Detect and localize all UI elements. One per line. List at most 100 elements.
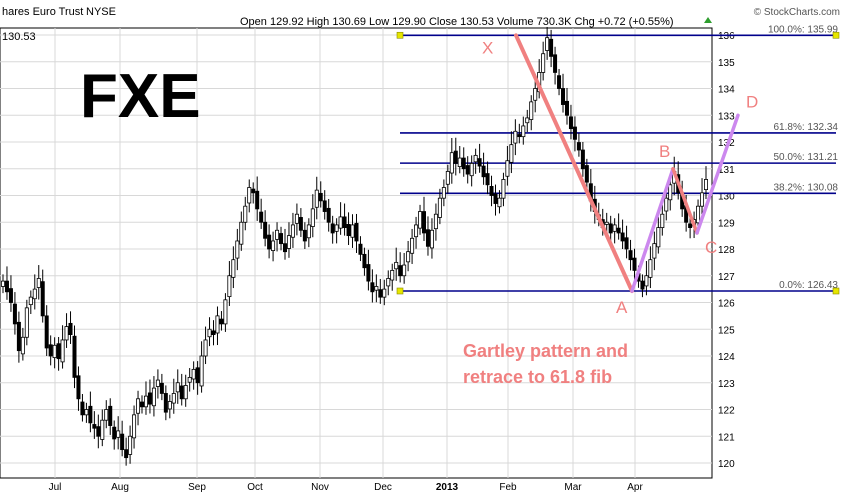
candlestick [572,116,577,152]
candlestick [561,73,566,113]
price-stats: Open 129.92 High 130.69 Low 129.90 Close… [240,16,674,28]
candle-body [255,190,260,210]
candlestick [20,327,25,361]
candle-body [243,205,248,223]
candle-body [279,233,284,245]
candle-body [346,223,351,237]
y-tick-label: 135 [718,58,735,69]
candle-body [60,339,65,363]
candlestick [215,306,220,346]
candle-body [203,339,208,357]
candlestick [239,211,244,251]
candlestick [473,148,478,174]
candle-body [310,208,315,227]
candlestick [223,293,228,332]
candlestick [163,385,168,421]
candlestick [386,270,391,296]
candle-body [143,395,148,408]
candle-body [354,222,359,242]
candle-body [580,149,585,170]
leg-xa [514,33,634,293]
candle-body [251,188,256,194]
candlestick [322,190,327,220]
candle-body [509,144,514,163]
candle-body [231,259,236,278]
candlestick [398,252,403,283]
candle-body [469,162,474,177]
candlestick [394,247,399,281]
candlestick [124,437,129,466]
candle-body [282,243,287,253]
candlestick [116,416,121,450]
candle-body [124,449,129,459]
last-price-label: 130.53 [2,31,36,43]
candle-body [239,221,244,245]
candlestick [624,225,629,259]
chart-title: hares Euro Trust [2,6,83,18]
candle-body [290,224,295,238]
candlestick [628,239,633,271]
candle-body [8,288,13,303]
candlestick [203,326,208,365]
candlestick [549,29,554,68]
candle-body [521,125,526,138]
candlestick [465,156,470,184]
y-tick-label: 129 [718,218,735,229]
candle-body [362,253,367,269]
candlestick [275,222,280,252]
candlestick [525,109,530,133]
candle-body [64,326,69,341]
candlestick [509,131,514,174]
candlestick [541,41,546,81]
candlestick [243,196,248,231]
candlestick [314,176,319,220]
candle-body [88,405,93,424]
candle-body [533,88,538,101]
candle-body [20,336,25,355]
pattern-point-a: A [616,298,628,317]
candle-body [477,158,482,167]
candlestick [370,269,375,303]
candlestick [310,194,315,238]
candlestick [656,216,661,254]
candle-body [473,154,478,163]
candle-body [410,237,415,254]
candle-body [294,213,299,224]
candle-body [700,192,705,207]
candlestick [704,166,709,199]
candlestick [545,26,550,60]
candlestick [453,137,458,176]
candle-body [211,330,216,336]
x-tick-label: Feb [499,482,517,493]
candlestick [195,361,200,395]
candle-body [183,385,188,400]
candle-body [608,223,613,234]
candle-body [108,405,113,426]
candle-body [40,281,45,317]
candle-body [549,38,554,57]
candlestick [433,203,438,241]
x-tick-label: Dec [374,482,392,493]
candlestick [668,178,673,211]
candle-body [517,134,522,138]
candle-body [366,264,371,282]
candle-body [159,382,164,394]
candlestick [696,199,701,230]
y-tick-label: 127 [718,272,735,283]
candlestick [564,87,569,125]
y-tick-label: 122 [718,406,735,417]
candlestick [568,104,573,140]
candle-body [612,224,617,232]
candle-body [76,375,81,400]
candle-body [112,426,117,440]
candlestick [354,213,359,254]
candlestick [76,366,81,411]
candlestick [207,317,212,347]
candle-body [104,409,109,421]
x-tick-label: Nov [311,482,329,493]
candle-body [704,179,709,191]
candlestick [517,123,522,144]
candle-body [187,376,192,383]
candlestick [505,146,510,186]
candlestick [378,278,383,304]
